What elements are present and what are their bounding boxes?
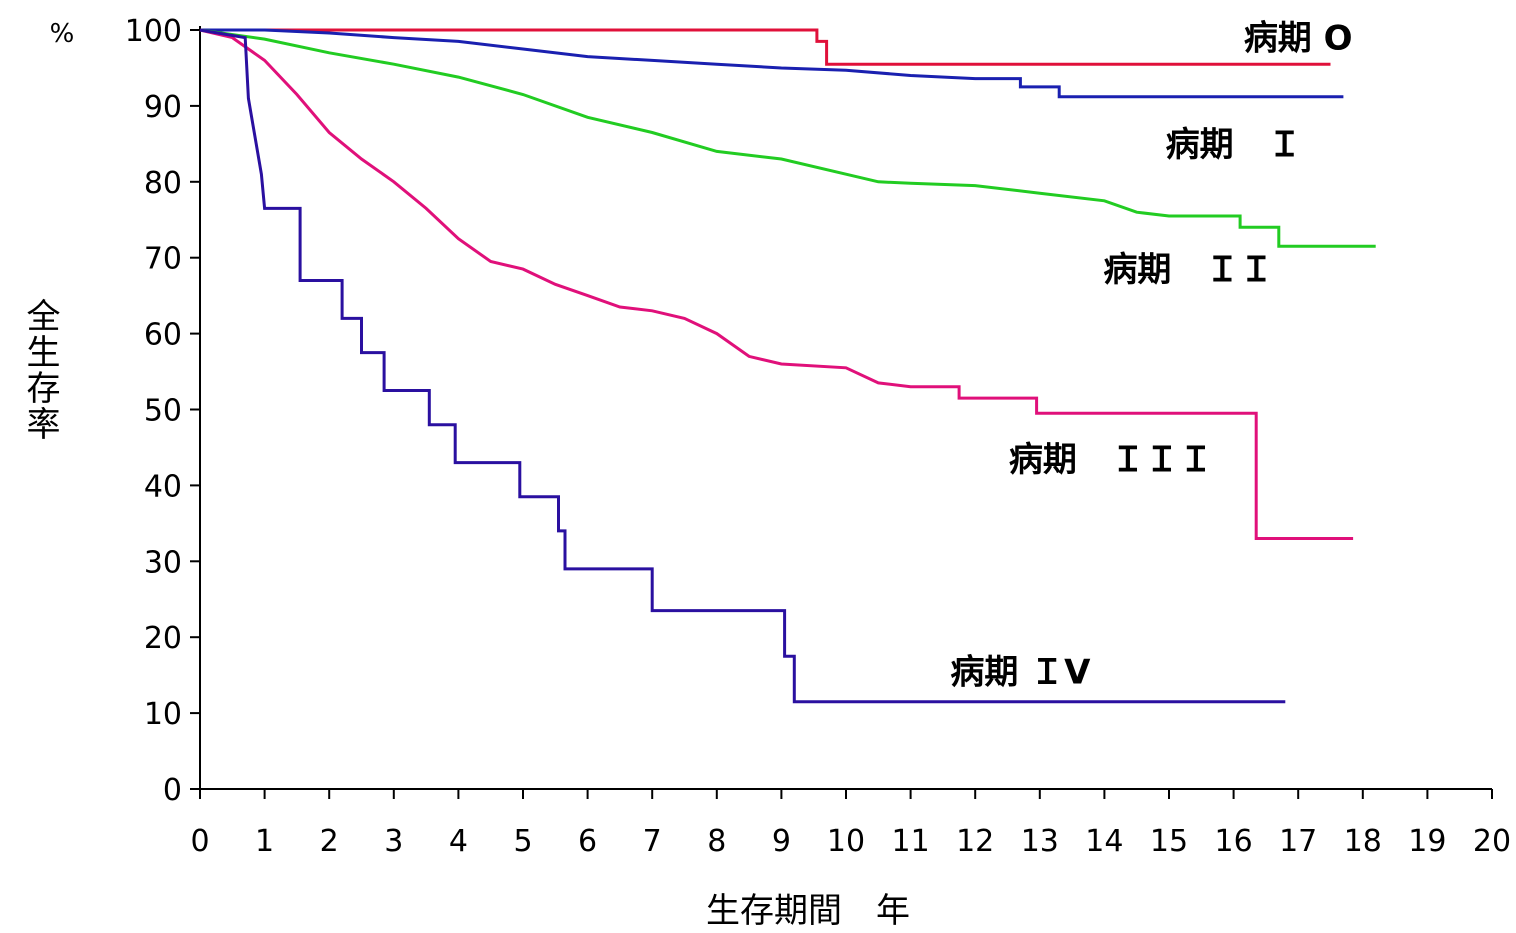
series-label-stage-2: 病期 ＩＩ [1103,250,1273,290]
x-tick-label: 17 [1279,824,1317,859]
x-tick-label: 3 [384,824,403,859]
survival-curve-stage-2 [199,28,1376,248]
y-tick-label: 30 [144,545,182,580]
x-tick-label: 4 [449,824,468,859]
survival-curves [199,28,1376,704]
series-label-stage-3: 病期 ＩＩＩ [1009,440,1213,480]
x-tick-label: 19 [1408,824,1446,859]
x-tick-label: 5 [513,824,532,859]
y-tick-label: 50 [144,394,182,429]
survival-curve-stage-3 [199,28,1354,540]
x-tick-label: 6 [578,824,597,859]
x-tick-label: 16 [1215,824,1253,859]
y-ticks: 0 10 20 30 40 50 60 70 80 90 100 [125,14,200,808]
survival-curve-stage-0 [200,28,1331,66]
y-tick-label: 70 [144,242,182,277]
series-label-stage-4: 病期 ＩV [950,652,1091,692]
y-tick-label: 0 [163,773,182,808]
x-tick-label: 8 [707,824,726,859]
y-tick-label: 60 [144,318,182,353]
y-tick-label: 40 [144,469,182,504]
series-label-stage-0: 病期 O [1244,19,1353,59]
y-tick-label: 10 [144,697,182,732]
x-tick-label: 1 [255,824,274,859]
x-tick-label: 15 [1150,824,1188,859]
x-tick-label: 14 [1085,824,1123,859]
y-tick-label: 100 [125,14,182,49]
x-axis-title: 生存期間 年 [706,891,910,931]
x-tick-label: 10 [827,824,865,859]
x-tick-label: 0 [190,824,209,859]
survival-curve-stage-4 [199,28,1286,704]
y-tick-label: 20 [144,621,182,656]
y-tick-label: 80 [144,166,182,201]
y-axis-title: 全生存率 [20,298,60,442]
y-unit-label: % [50,19,75,49]
x-tick-label: 2 [320,824,339,859]
series-labels: 病期 O 病期 Ｉ 病期 ＩＩ 病期 ＩＩＩ 病期 ＩV [950,19,1352,693]
x-tick-label: 7 [643,824,662,859]
x-ticks: 0 1 2 3 4 5 6 7 8 9 10 11 12 13 14 15 16 17 18 19 20 [190,789,1511,859]
series-label-stage-1: 病期 Ｉ [1166,125,1302,165]
x-tick-label: 18 [1344,824,1382,859]
x-tick-label: 11 [892,824,930,859]
x-tick-label: 20 [1473,824,1511,859]
survival-curve-stage-1 [200,28,1344,99]
x-tick-label: 9 [772,824,791,859]
x-tick-label: 12 [956,824,994,859]
y-tick-label: 90 [144,90,182,125]
x-tick-label: 13 [1021,824,1059,859]
